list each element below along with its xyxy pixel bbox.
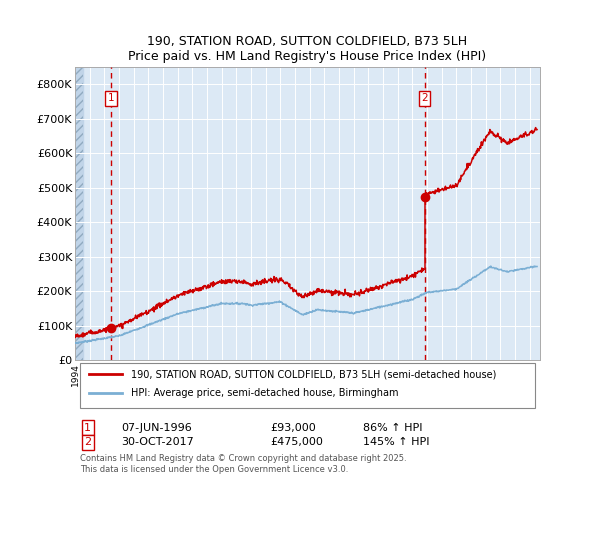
Text: 86% ↑ HPI: 86% ↑ HPI: [364, 423, 423, 433]
Text: 2: 2: [421, 94, 428, 103]
Text: 2: 2: [84, 437, 91, 447]
Title: 190, STATION ROAD, SUTTON COLDFIELD, B73 5LH
Price paid vs. HM Land Registry's H: 190, STATION ROAD, SUTTON COLDFIELD, B73…: [128, 35, 487, 63]
Text: 07-JUN-1996: 07-JUN-1996: [121, 423, 192, 433]
Text: £475,000: £475,000: [270, 437, 323, 447]
FancyBboxPatch shape: [80, 363, 535, 408]
Text: 145% ↑ HPI: 145% ↑ HPI: [364, 437, 430, 447]
Polygon shape: [75, 67, 83, 361]
Text: £93,000: £93,000: [270, 423, 316, 433]
Text: 190, STATION ROAD, SUTTON COLDFIELD, B73 5LH (semi-detached house): 190, STATION ROAD, SUTTON COLDFIELD, B73…: [131, 369, 496, 379]
Text: 30-OCT-2017: 30-OCT-2017: [121, 437, 194, 447]
Text: 1: 1: [84, 423, 91, 433]
Text: HPI: Average price, semi-detached house, Birmingham: HPI: Average price, semi-detached house,…: [131, 388, 398, 398]
Text: Contains HM Land Registry data © Crown copyright and database right 2025.
This d: Contains HM Land Registry data © Crown c…: [80, 454, 406, 474]
Text: 1: 1: [107, 94, 114, 103]
